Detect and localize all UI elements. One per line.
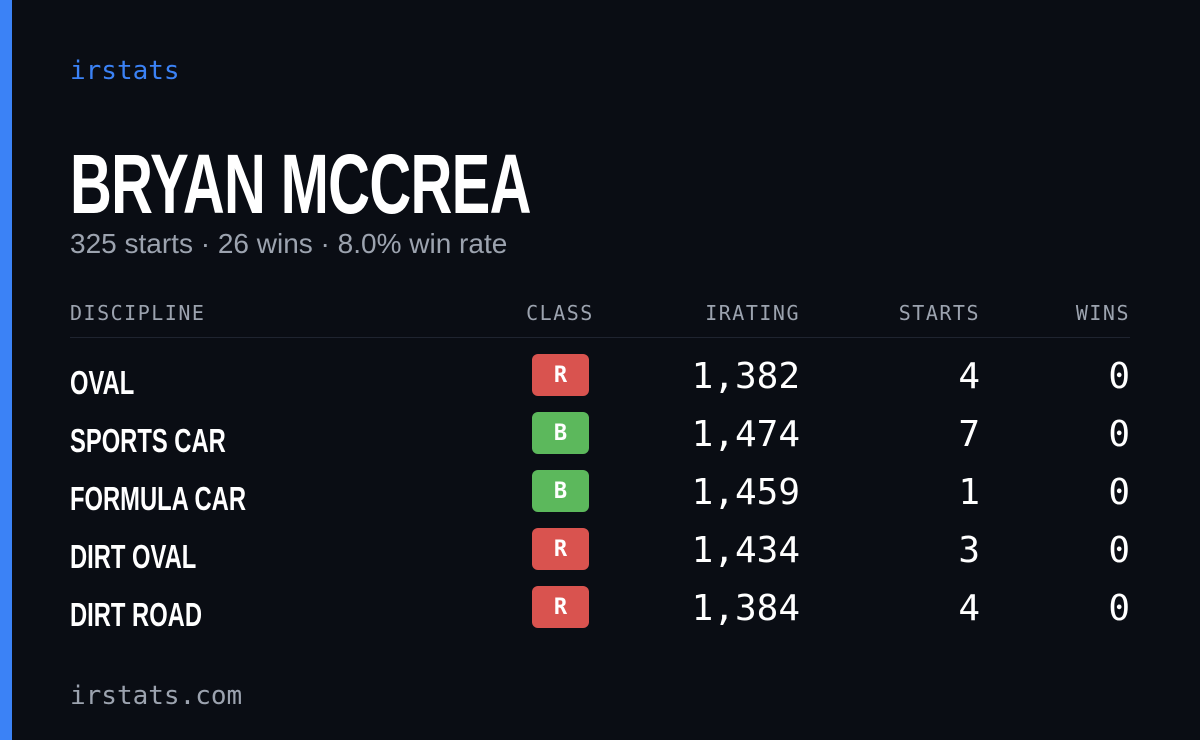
class-badge: B	[532, 412, 589, 454]
wins: 0	[1108, 472, 1130, 513]
starts: 4	[958, 356, 980, 397]
class-badge: R	[532, 354, 589, 396]
wins: 0	[1108, 530, 1130, 571]
column-header: STARTS	[898, 301, 980, 325]
brand: irstats	[70, 56, 180, 86]
discipline: SPORTS CAR	[70, 422, 226, 459]
wins: 0	[1108, 414, 1130, 455]
irating: 1,474	[691, 414, 800, 455]
starts: 4	[958, 588, 980, 629]
wins: 0	[1108, 588, 1130, 629]
column-header: IRATING	[705, 301, 800, 325]
wins: 0	[1108, 356, 1130, 397]
header-rule	[70, 337, 1130, 338]
class-badge: B	[532, 470, 589, 512]
discipline: OVAL	[70, 364, 135, 401]
summary: 325 starts · 26 wins · 8.0% win rate	[70, 228, 508, 259]
irating: 1,459	[691, 472, 800, 513]
column-header: WINS	[1075, 301, 1130, 325]
irating: 1,382	[691, 356, 800, 397]
class-badge: R	[532, 528, 589, 570]
discipline: FORMULA CAR	[70, 480, 246, 517]
irating: 1,434	[691, 530, 800, 571]
starts: 3	[958, 530, 980, 571]
starts: 7	[958, 414, 980, 455]
discipline: DIRT ROAD	[70, 596, 202, 633]
starts: 1	[958, 472, 980, 513]
discipline: DIRT OVAL	[70, 538, 197, 575]
column-header: CLASS	[526, 301, 594, 325]
accent-bar	[0, 0, 12, 740]
column-header: DISCIPLINE	[70, 301, 206, 325]
driver-name: BRYAN MCCREA	[70, 137, 532, 231]
irating: 1,384	[691, 588, 800, 629]
footer-url: irstats.com	[70, 681, 243, 711]
class-badge: R	[532, 586, 589, 628]
